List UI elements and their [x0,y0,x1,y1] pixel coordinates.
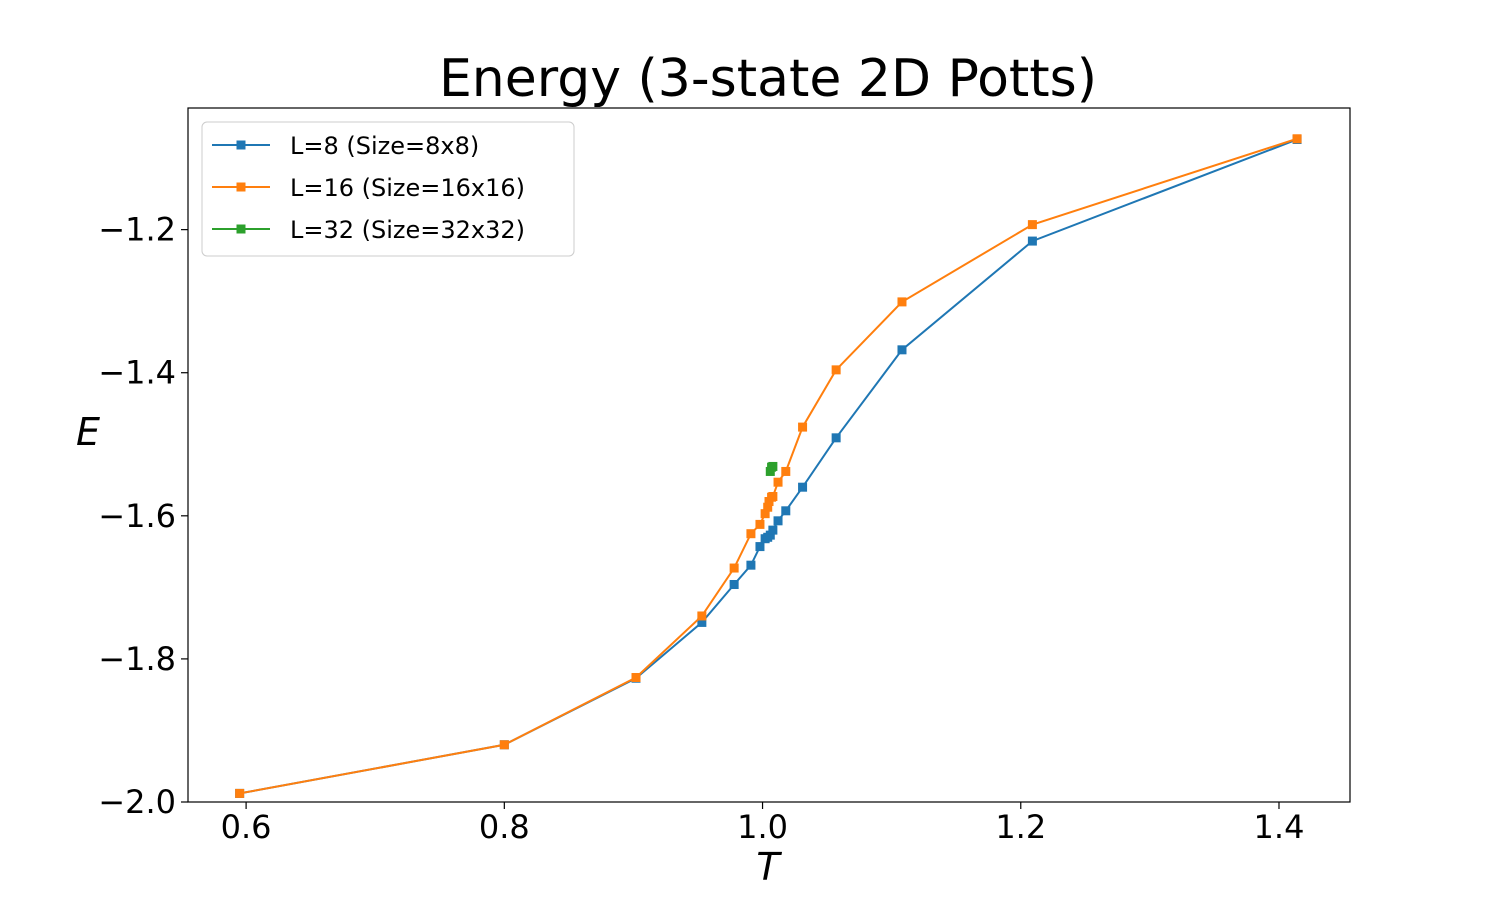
x-axis-label: T [756,845,782,889]
y-tick-label: −1.4 [98,354,176,392]
x-tick-label: 1.2 [995,808,1046,846]
data-point [697,611,707,621]
data-point [781,466,791,476]
legend-item: L=8 (Size=8x8) [212,132,479,160]
plot-area [235,134,1302,798]
data-point [897,345,907,355]
data-point [773,477,783,487]
x-tick-label: 0.8 [479,808,530,846]
data-point [235,788,245,798]
series-2 [235,134,1302,798]
x-tick-label: 0.6 [221,808,272,846]
y-tick-label: −1.8 [98,640,176,678]
legend-marker [236,140,246,150]
data-point [897,297,907,307]
series-3 [765,461,778,476]
data-point [798,422,808,432]
data-point [798,482,808,492]
y-axis: −2.0 −1.8 −1.6 −1.4 −1.2 [98,211,188,821]
data-point [773,516,783,526]
legend-marker [236,182,246,192]
data-point [1027,236,1037,246]
legend-item: L=32 (Size=32x32) [212,216,525,244]
data-point [768,461,778,471]
data-point [729,579,739,589]
data-point [765,530,775,540]
y-tick-label: −1.2 [98,211,176,249]
data-point [831,433,841,443]
data-point [631,673,641,683]
data-point [499,740,509,750]
x-tick-label: 1.0 [737,808,788,846]
data-point [755,519,765,529]
legend-item: L=16 (Size=16x16) [212,174,525,202]
data-point [768,525,778,535]
legend-label: L=8 (Size=8x8) [290,132,479,160]
data-point [729,563,739,573]
legend-marker [236,224,246,234]
data-point [760,509,770,519]
data-point [755,542,765,552]
data-point [1027,220,1037,230]
data-point [1292,134,1302,144]
data-point [831,365,841,375]
y-tick-label: −2.0 [98,783,176,821]
legend-label: L=16 (Size=16x16) [290,174,525,202]
legend-frame [201,121,575,257]
data-point [746,560,756,570]
legend: L=8 (Size=8x8) L=16 (Size=16x16) L=32 (Siz… [201,121,575,257]
data-point [768,491,778,501]
y-axis-label: E [76,410,100,454]
data-point [746,529,756,539]
chart-title: Energy (3-state 2D Potts) [439,49,1097,109]
y-tick-label: −1.6 [98,497,176,535]
data-point [697,617,707,627]
x-axis: 0.6 0.8 1.0 1.2 1.4 [221,802,1305,846]
plot-frame [187,107,1351,803]
legend-label: L=32 (Size=32x32) [290,216,525,244]
data-point [763,502,773,512]
x-tick-label: 1.4 [1254,808,1305,846]
data-point [781,506,791,516]
